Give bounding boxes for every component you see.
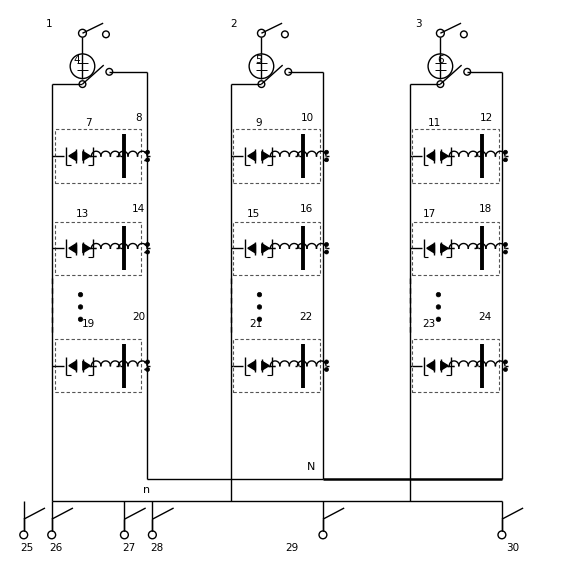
- Text: 9: 9: [255, 118, 262, 128]
- Text: 12: 12: [480, 113, 493, 123]
- Text: 7: 7: [85, 118, 92, 128]
- Circle shape: [146, 243, 149, 247]
- Bar: [413, 222, 499, 275]
- Text: 20: 20: [132, 312, 145, 322]
- Text: 19: 19: [81, 319, 94, 329]
- Polygon shape: [441, 361, 448, 370]
- Text: 6: 6: [437, 54, 443, 65]
- Text: 26: 26: [49, 543, 63, 553]
- Bar: [55, 129, 141, 182]
- Polygon shape: [262, 152, 269, 161]
- Circle shape: [146, 360, 149, 364]
- Polygon shape: [83, 361, 90, 370]
- Text: 15: 15: [246, 209, 260, 220]
- Text: 22: 22: [300, 312, 313, 322]
- Polygon shape: [69, 361, 76, 370]
- Circle shape: [146, 368, 149, 371]
- Circle shape: [325, 250, 329, 254]
- Circle shape: [504, 250, 507, 254]
- Text: 1: 1: [46, 19, 52, 29]
- Text: n: n: [143, 484, 150, 495]
- Text: 2: 2: [230, 19, 237, 29]
- Circle shape: [436, 317, 441, 321]
- Polygon shape: [69, 152, 76, 161]
- Bar: [233, 129, 320, 182]
- Polygon shape: [248, 152, 255, 161]
- Circle shape: [146, 150, 149, 154]
- Circle shape: [257, 305, 262, 309]
- Polygon shape: [83, 152, 90, 161]
- Circle shape: [504, 150, 507, 154]
- Text: 28: 28: [150, 543, 164, 553]
- Text: 21: 21: [249, 319, 262, 329]
- Circle shape: [436, 292, 441, 297]
- Text: 5: 5: [255, 54, 262, 65]
- Text: 30: 30: [506, 543, 520, 553]
- Circle shape: [78, 305, 83, 309]
- Circle shape: [325, 368, 329, 371]
- Bar: [55, 222, 141, 275]
- Circle shape: [257, 317, 262, 321]
- Text: 16: 16: [300, 204, 313, 214]
- Text: 3: 3: [415, 19, 422, 29]
- Polygon shape: [262, 361, 269, 370]
- Text: 25: 25: [20, 543, 33, 553]
- Polygon shape: [248, 361, 255, 370]
- Circle shape: [257, 292, 262, 297]
- Polygon shape: [69, 244, 76, 253]
- Bar: [413, 129, 499, 182]
- Text: 23: 23: [423, 319, 436, 329]
- Polygon shape: [441, 244, 448, 253]
- Polygon shape: [83, 244, 90, 253]
- Circle shape: [146, 250, 149, 254]
- Polygon shape: [262, 244, 269, 253]
- Circle shape: [78, 317, 83, 321]
- Polygon shape: [441, 152, 448, 161]
- Circle shape: [504, 158, 507, 162]
- Text: 8: 8: [135, 113, 142, 123]
- Circle shape: [325, 158, 329, 162]
- Circle shape: [325, 243, 329, 247]
- Text: 10: 10: [301, 113, 314, 123]
- Text: N: N: [306, 462, 315, 472]
- Text: 13: 13: [76, 209, 89, 220]
- Text: 11: 11: [428, 118, 441, 128]
- Circle shape: [436, 305, 441, 309]
- Circle shape: [78, 292, 83, 297]
- Polygon shape: [248, 244, 255, 253]
- Polygon shape: [427, 152, 434, 161]
- Bar: [55, 339, 141, 392]
- Text: 14: 14: [132, 204, 145, 214]
- Polygon shape: [427, 244, 434, 253]
- Circle shape: [325, 360, 329, 364]
- Bar: [233, 339, 320, 392]
- Text: 29: 29: [285, 543, 299, 553]
- Text: 18: 18: [478, 204, 492, 214]
- Circle shape: [504, 243, 507, 247]
- Circle shape: [504, 360, 507, 364]
- Text: 17: 17: [423, 209, 436, 220]
- Text: 24: 24: [478, 312, 492, 322]
- Circle shape: [325, 150, 329, 154]
- Circle shape: [504, 368, 507, 371]
- Text: 27: 27: [123, 543, 135, 553]
- Bar: [233, 222, 320, 275]
- Text: 4: 4: [74, 54, 80, 65]
- Polygon shape: [427, 361, 434, 370]
- Circle shape: [146, 158, 149, 162]
- Bar: [413, 339, 499, 392]
